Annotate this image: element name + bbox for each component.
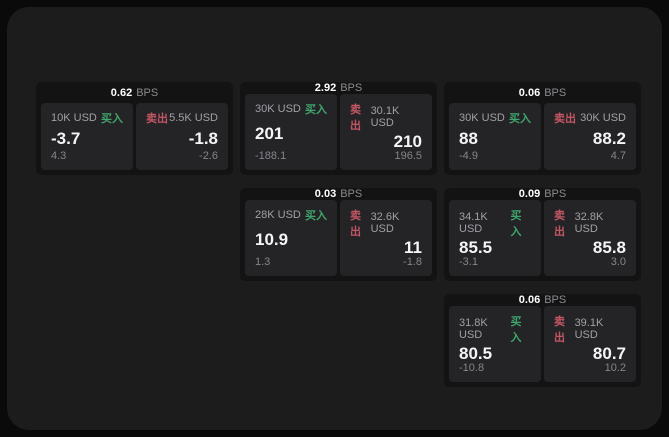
- sell-panel[interactable]: 卖出 30.1K USD 210 196.5: [340, 94, 432, 170]
- buy-sub-value: -188.1: [255, 150, 287, 162]
- app-panel: 0.62 BPS 10K USD 买入 -3.7 4.3 卖出 5.5K USD: [7, 7, 662, 430]
- buy-price: 85.5: [459, 238, 493, 257]
- buy-sub-value: -3.1: [459, 256, 478, 268]
- bps-header: 0.06 BPS: [444, 294, 641, 306]
- sell-price: 11: [404, 238, 422, 257]
- buy-price: -3.7: [51, 128, 81, 148]
- buy-price: 88: [459, 128, 478, 148]
- sell-amount: 30K USD: [580, 112, 626, 124]
- sell-sub-value: 10.2: [604, 362, 626, 374]
- bps-unit: BPS: [136, 86, 159, 99]
- sell-button[interactable]: 卖出: [146, 113, 168, 125]
- buy-amount: 31.8K USD: [459, 317, 488, 341]
- sell-price: 85.8: [592, 238, 626, 257]
- buy-button[interactable]: 买入: [101, 113, 123, 125]
- sell-button[interactable]: 卖出: [554, 113, 576, 125]
- bps-value: 0.03: [314, 188, 337, 200]
- sell-amount: 39.1K USD: [574, 317, 604, 341]
- bps-header: 0.62 BPS: [36, 82, 233, 103]
- sell-sub-value: -2.6: [199, 150, 218, 162]
- buy-amount: 28K USD: [255, 209, 301, 221]
- sell-amount: 5.5K USD: [169, 112, 218, 124]
- buy-panel[interactable]: 30K USD 买入 88 -4.9: [449, 103, 541, 170]
- quote-card: 0.62 BPS 10K USD 买入 -3.7 4.3 卖出 5.5K USD: [36, 82, 233, 175]
- buy-panel[interactable]: 34.1K USD 买入 85.5 -3.1: [449, 200, 541, 276]
- sell-amount: 30.1K USD: [370, 105, 400, 129]
- buy-amount: 10K USD: [51, 112, 97, 124]
- sell-sub-value: 196.5: [394, 150, 422, 162]
- buy-button[interactable]: 买入: [305, 210, 327, 222]
- buy-panel[interactable]: 31.8K USD 买入 80.5 -10.8: [449, 306, 541, 382]
- buy-sub-value: 1.3: [255, 256, 271, 268]
- buy-panel[interactable]: 10K USD 买入 -3.7 4.3: [41, 103, 133, 170]
- bps-unit: BPS: [544, 294, 567, 306]
- sell-price: -1.8: [188, 128, 218, 148]
- quote-cards-grid: 0.62 BPS 10K USD 买入 -3.7 4.3 卖出 5.5K USD: [36, 82, 641, 387]
- buy-price: 201: [255, 124, 284, 143]
- buy-price: 10.9: [255, 230, 289, 249]
- buy-amount: 30K USD: [459, 112, 505, 124]
- sell-price: 88.2: [592, 128, 626, 148]
- buy-button[interactable]: 买入: [510, 210, 522, 238]
- bps-unit: BPS: [544, 188, 567, 200]
- bps-unit: BPS: [340, 188, 363, 200]
- bps-value: 0.62: [110, 86, 133, 99]
- bps-header: 0.09 BPS: [444, 188, 641, 200]
- buy-button[interactable]: 买入: [305, 104, 327, 116]
- buy-button[interactable]: 买入: [509, 113, 531, 125]
- bps-unit: BPS: [544, 86, 567, 99]
- sell-panel[interactable]: 卖出 30K USD 88.2 4.7: [544, 103, 636, 170]
- sell-panel[interactable]: 卖出 39.1K USD 80.7 10.2: [544, 306, 636, 382]
- sell-button[interactable]: 卖出: [554, 210, 565, 238]
- sell-panel[interactable]: 卖出 5.5K USD -1.8 -2.6: [136, 103, 228, 170]
- sell-sub-value: 3.0: [610, 256, 626, 268]
- buy-sub-value: -10.8: [459, 362, 485, 374]
- sell-price: 80.7: [592, 344, 626, 363]
- buy-button[interactable]: 买入: [510, 316, 522, 344]
- sell-price: 210: [393, 132, 422, 151]
- sell-button[interactable]: 卖出: [554, 316, 565, 344]
- quote-card: 0.06 BPS 30K USD 买入 88 -4.9 卖出 30K USD: [444, 82, 641, 175]
- quote-card: 0.06 BPS 31.8K USD 买入 80.5 -10.8 卖出 39.1…: [444, 294, 641, 387]
- bps-value: 0.06: [518, 86, 541, 99]
- quote-card: 2.92 BPS 30K USD 买入 201 -188.1 卖出 30.1K …: [240, 82, 437, 175]
- sell-panel[interactable]: 卖出 32.8K USD 85.8 3.0: [544, 200, 636, 276]
- bps-value: 0.09: [518, 188, 541, 200]
- quote-card: 0.03 BPS 28K USD 买入 10.9 1.3 卖出 32.6K US…: [240, 188, 437, 281]
- sell-sub-value: -1.8: [403, 256, 422, 268]
- buy-sub-value: 4.3: [51, 150, 67, 162]
- buy-sub-value: -4.9: [459, 150, 478, 162]
- buy-panel[interactable]: 30K USD 买入 201 -188.1: [245, 94, 337, 170]
- buy-panel[interactable]: 28K USD 买入 10.9 1.3: [245, 200, 337, 276]
- sell-sub-value: 4.7: [610, 150, 626, 162]
- sell-panel[interactable]: 卖出 32.6K USD 11 -1.8: [340, 200, 432, 276]
- sell-button[interactable]: 卖出: [350, 104, 361, 132]
- buy-amount: 34.1K USD: [459, 211, 488, 235]
- buy-amount: 30K USD: [255, 103, 301, 115]
- bps-unit: BPS: [340, 82, 363, 94]
- sell-button[interactable]: 卖出: [350, 210, 361, 238]
- quote-card: 0.09 BPS 34.1K USD 买入 85.5 -3.1 卖出 32.8K…: [444, 188, 641, 281]
- bps-header: 0.06 BPS: [444, 82, 641, 103]
- bps-value: 2.92: [314, 82, 337, 94]
- bps-header: 0.03 BPS: [240, 188, 437, 200]
- bps-header: 2.92 BPS: [240, 82, 437, 94]
- sell-amount: 32.8K USD: [574, 211, 604, 235]
- bps-value: 0.06: [518, 294, 541, 306]
- sell-amount: 32.6K USD: [370, 211, 400, 235]
- buy-price: 80.5: [459, 344, 493, 363]
